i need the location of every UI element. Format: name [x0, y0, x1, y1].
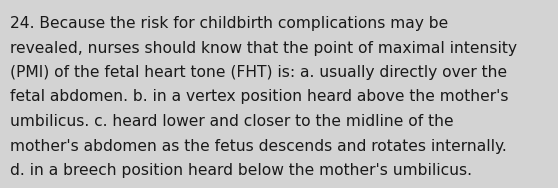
Text: mother's abdomen as the fetus descends and rotates internally.: mother's abdomen as the fetus descends a…	[10, 139, 507, 153]
Text: fetal abdomen. b. in a vertex position heard above the mother's: fetal abdomen. b. in a vertex position h…	[10, 89, 508, 105]
Text: umbilicus. c. heard lower and closer to the midline of the: umbilicus. c. heard lower and closer to …	[10, 114, 454, 129]
Text: revealed, nurses should know that the point of maximal intensity: revealed, nurses should know that the po…	[10, 40, 517, 55]
Text: 24. Because the risk for childbirth complications may be: 24. Because the risk for childbirth comp…	[10, 16, 448, 31]
Text: d. in a breech position heard below the mother's umbilicus.: d. in a breech position heard below the …	[10, 163, 472, 178]
Text: (PMI) of the fetal heart tone (FHT) is: a. usually directly over the: (PMI) of the fetal heart tone (FHT) is: …	[10, 65, 507, 80]
